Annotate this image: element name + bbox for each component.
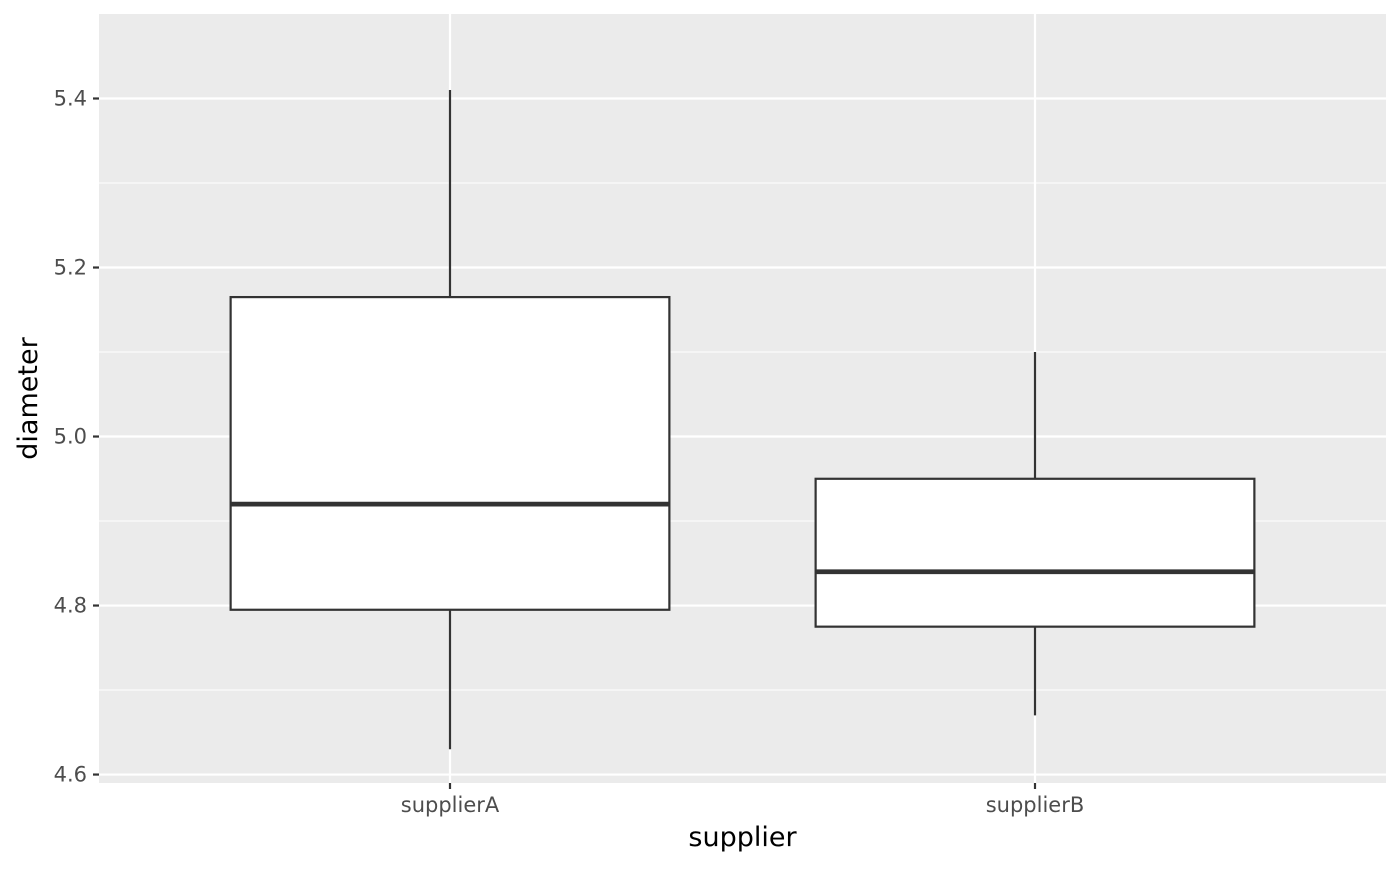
y-axis-title: diameter — [13, 336, 44, 459]
y-tick-label: 4.8 — [54, 594, 87, 618]
iqr-box — [229, 295, 671, 611]
x-axis-title: supplier — [688, 822, 797, 853]
y-axis: 4.6 4.8 5.0 5.2 5.4 — [54, 87, 99, 787]
iqr-box — [814, 477, 1256, 628]
y-tick-label: 5.4 — [54, 87, 87, 111]
y-tick-label: 5.2 — [54, 256, 87, 280]
box-supplierA — [229, 90, 671, 750]
boxes-layer — [229, 90, 1256, 750]
y-tick-label: 5.0 — [54, 425, 87, 449]
x-tick-label: supplierB — [986, 793, 1085, 817]
x-axis: supplierA supplierB — [401, 783, 1085, 817]
box-supplierB — [814, 352, 1256, 716]
y-tick-label: 4.6 — [54, 763, 87, 787]
x-tick-label: supplierA — [401, 793, 500, 817]
